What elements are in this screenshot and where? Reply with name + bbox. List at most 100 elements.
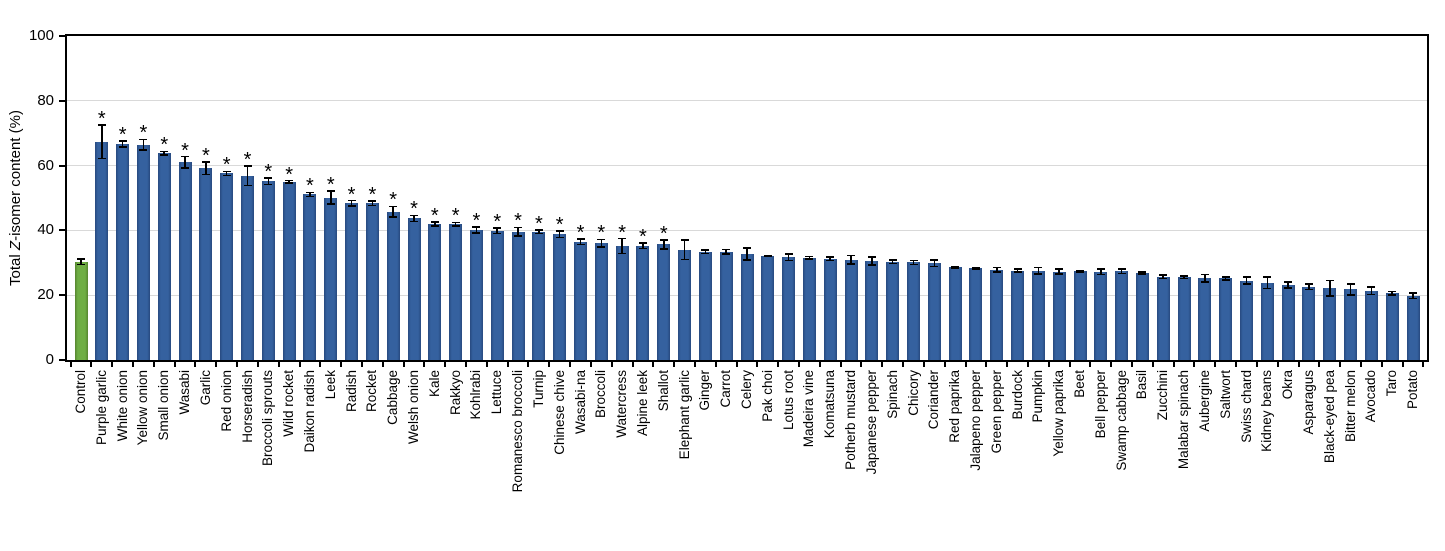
x-tick-label: Wasabi — [177, 370, 193, 415]
significance-asterisk: * — [555, 214, 564, 237]
y-tick-label: 40 — [37, 221, 54, 239]
error-bar-cap-bottom — [77, 263, 85, 266]
x-axis-tick — [277, 362, 280, 367]
bar-kohlrabi — [469, 230, 483, 360]
x-axis-tick — [1359, 362, 1362, 367]
error-bar-cap-top — [805, 255, 814, 258]
x-tick-label: Spinach — [884, 370, 900, 419]
gridline-60 — [67, 165, 1427, 167]
error-bar-cap-bottom — [826, 259, 835, 262]
error-bar-cap-top — [1034, 266, 1043, 269]
error-bar-cap-top — [638, 241, 647, 244]
bar-pak-choi — [761, 255, 775, 360]
x-axis-tick — [1026, 362, 1029, 367]
error-bar-cap-bottom — [243, 184, 252, 187]
bar-leek — [324, 197, 338, 360]
x-tick-label: Basil — [1134, 370, 1150, 400]
x-tick-label: Kohlrabi — [468, 370, 484, 420]
error-bar-cap-bottom — [659, 248, 668, 250]
significance-asterisk: * — [347, 183, 356, 206]
y-axis-tick — [59, 359, 65, 361]
x-tick-label: Horseradish — [239, 370, 255, 443]
x-axis-tick — [569, 362, 572, 367]
y-axis-tick — [59, 229, 65, 232]
bar-welsh-onion — [407, 218, 421, 360]
error-bar-line — [746, 248, 748, 260]
x-tick-label: Red paprika — [947, 370, 963, 443]
x-axis-tick — [1318, 362, 1321, 367]
error-bar-cap-top — [430, 221, 439, 223]
bar-japanese-pepper — [865, 260, 879, 360]
x-tick-label: Broccoli — [593, 370, 609, 419]
error-bar-line — [121, 140, 124, 147]
error-bar-cap-bottom — [1034, 273, 1043, 275]
error-bar-line — [933, 260, 936, 267]
x-axis-tick — [360, 362, 363, 367]
error-bar-cap-bottom — [1055, 273, 1064, 275]
x-axis-tick — [402, 362, 405, 367]
bar-potherb-mustard — [844, 259, 858, 360]
error-bar-cap-top — [1304, 283, 1313, 285]
x-axis-tick — [798, 362, 801, 367]
error-bar-cap-top — [1242, 276, 1251, 278]
bar-cabbage — [386, 211, 400, 360]
error-bar-cap-top — [867, 256, 876, 258]
error-bar-line — [787, 254, 790, 261]
error-bar-line — [350, 200, 353, 206]
error-bar-cap-bottom — [1138, 273, 1147, 275]
bar-aubergine — [1198, 278, 1212, 360]
bar-black-eyed-pea — [1323, 288, 1337, 360]
error-bar-cap-bottom — [1284, 287, 1293, 289]
error-bar-line — [891, 260, 894, 264]
bar-small-onion — [157, 153, 171, 360]
significance-asterisk: * — [285, 163, 294, 186]
x-tick-label: Cabbage — [385, 370, 401, 425]
error-bar-cap-bottom — [680, 258, 689, 261]
x-tick-label: Ginger — [697, 370, 713, 411]
bar-ginger — [698, 251, 712, 360]
error-bar-cap-top — [701, 249, 710, 251]
x-tick-label: Bitter melon — [1342, 370, 1358, 443]
error-bar-line — [163, 151, 166, 156]
error-bar-line — [475, 227, 478, 233]
x-axis-tick — [631, 362, 634, 367]
x-axis-tick — [693, 362, 696, 367]
bar-romanesco-broccoli — [511, 231, 525, 360]
bar-zucchini — [1156, 276, 1170, 360]
error-bar-line — [1120, 268, 1123, 274]
x-tick-label: Kidney beans — [1259, 370, 1275, 452]
error-bar-cap-bottom — [514, 235, 523, 237]
x-tick-label: Chinese chive — [551, 370, 567, 455]
x-axis-tick — [777, 362, 780, 367]
error-bar-line — [1328, 280, 1331, 297]
error-bar-cap-top — [285, 179, 294, 182]
error-bar-cap-top — [1263, 275, 1272, 278]
x-tick-label: Japanese pepper — [863, 370, 879, 475]
y-tick-label: 0 — [45, 351, 54, 368]
error-bar-line — [662, 239, 665, 249]
x-tick-label: Saltwort — [1217, 370, 1233, 419]
error-bar-cap-top — [493, 227, 502, 229]
bar-swiss-chard — [1240, 280, 1253, 360]
error-bar-cap-top — [763, 254, 772, 257]
error-bar-cap-top — [1409, 292, 1417, 295]
y-axis-tick — [59, 164, 65, 167]
error-bar-cap-bottom — [930, 265, 939, 268]
x-axis-tick — [152, 362, 155, 367]
bar-yellow-onion — [136, 144, 150, 360]
x-axis-tick — [860, 362, 863, 367]
error-bar-cap-bottom — [805, 258, 814, 261]
error-bar-cap-bottom — [576, 243, 585, 246]
x-axis-tick — [1110, 362, 1113, 367]
bar-pumpkin — [1031, 270, 1045, 360]
error-bar-cap-top — [222, 170, 231, 173]
error-bar-cap-top — [971, 266, 980, 269]
error-bar-cap-bottom — [1388, 294, 1397, 296]
error-bar-cap-top — [77, 258, 85, 261]
error-bar-line — [1308, 284, 1310, 290]
x-axis-tick — [1089, 362, 1092, 367]
error-bar-cap-bottom — [1346, 294, 1355, 296]
error-bar-line — [1037, 267, 1040, 275]
error-bar-line — [225, 171, 228, 176]
x-axis-tick — [465, 362, 468, 367]
